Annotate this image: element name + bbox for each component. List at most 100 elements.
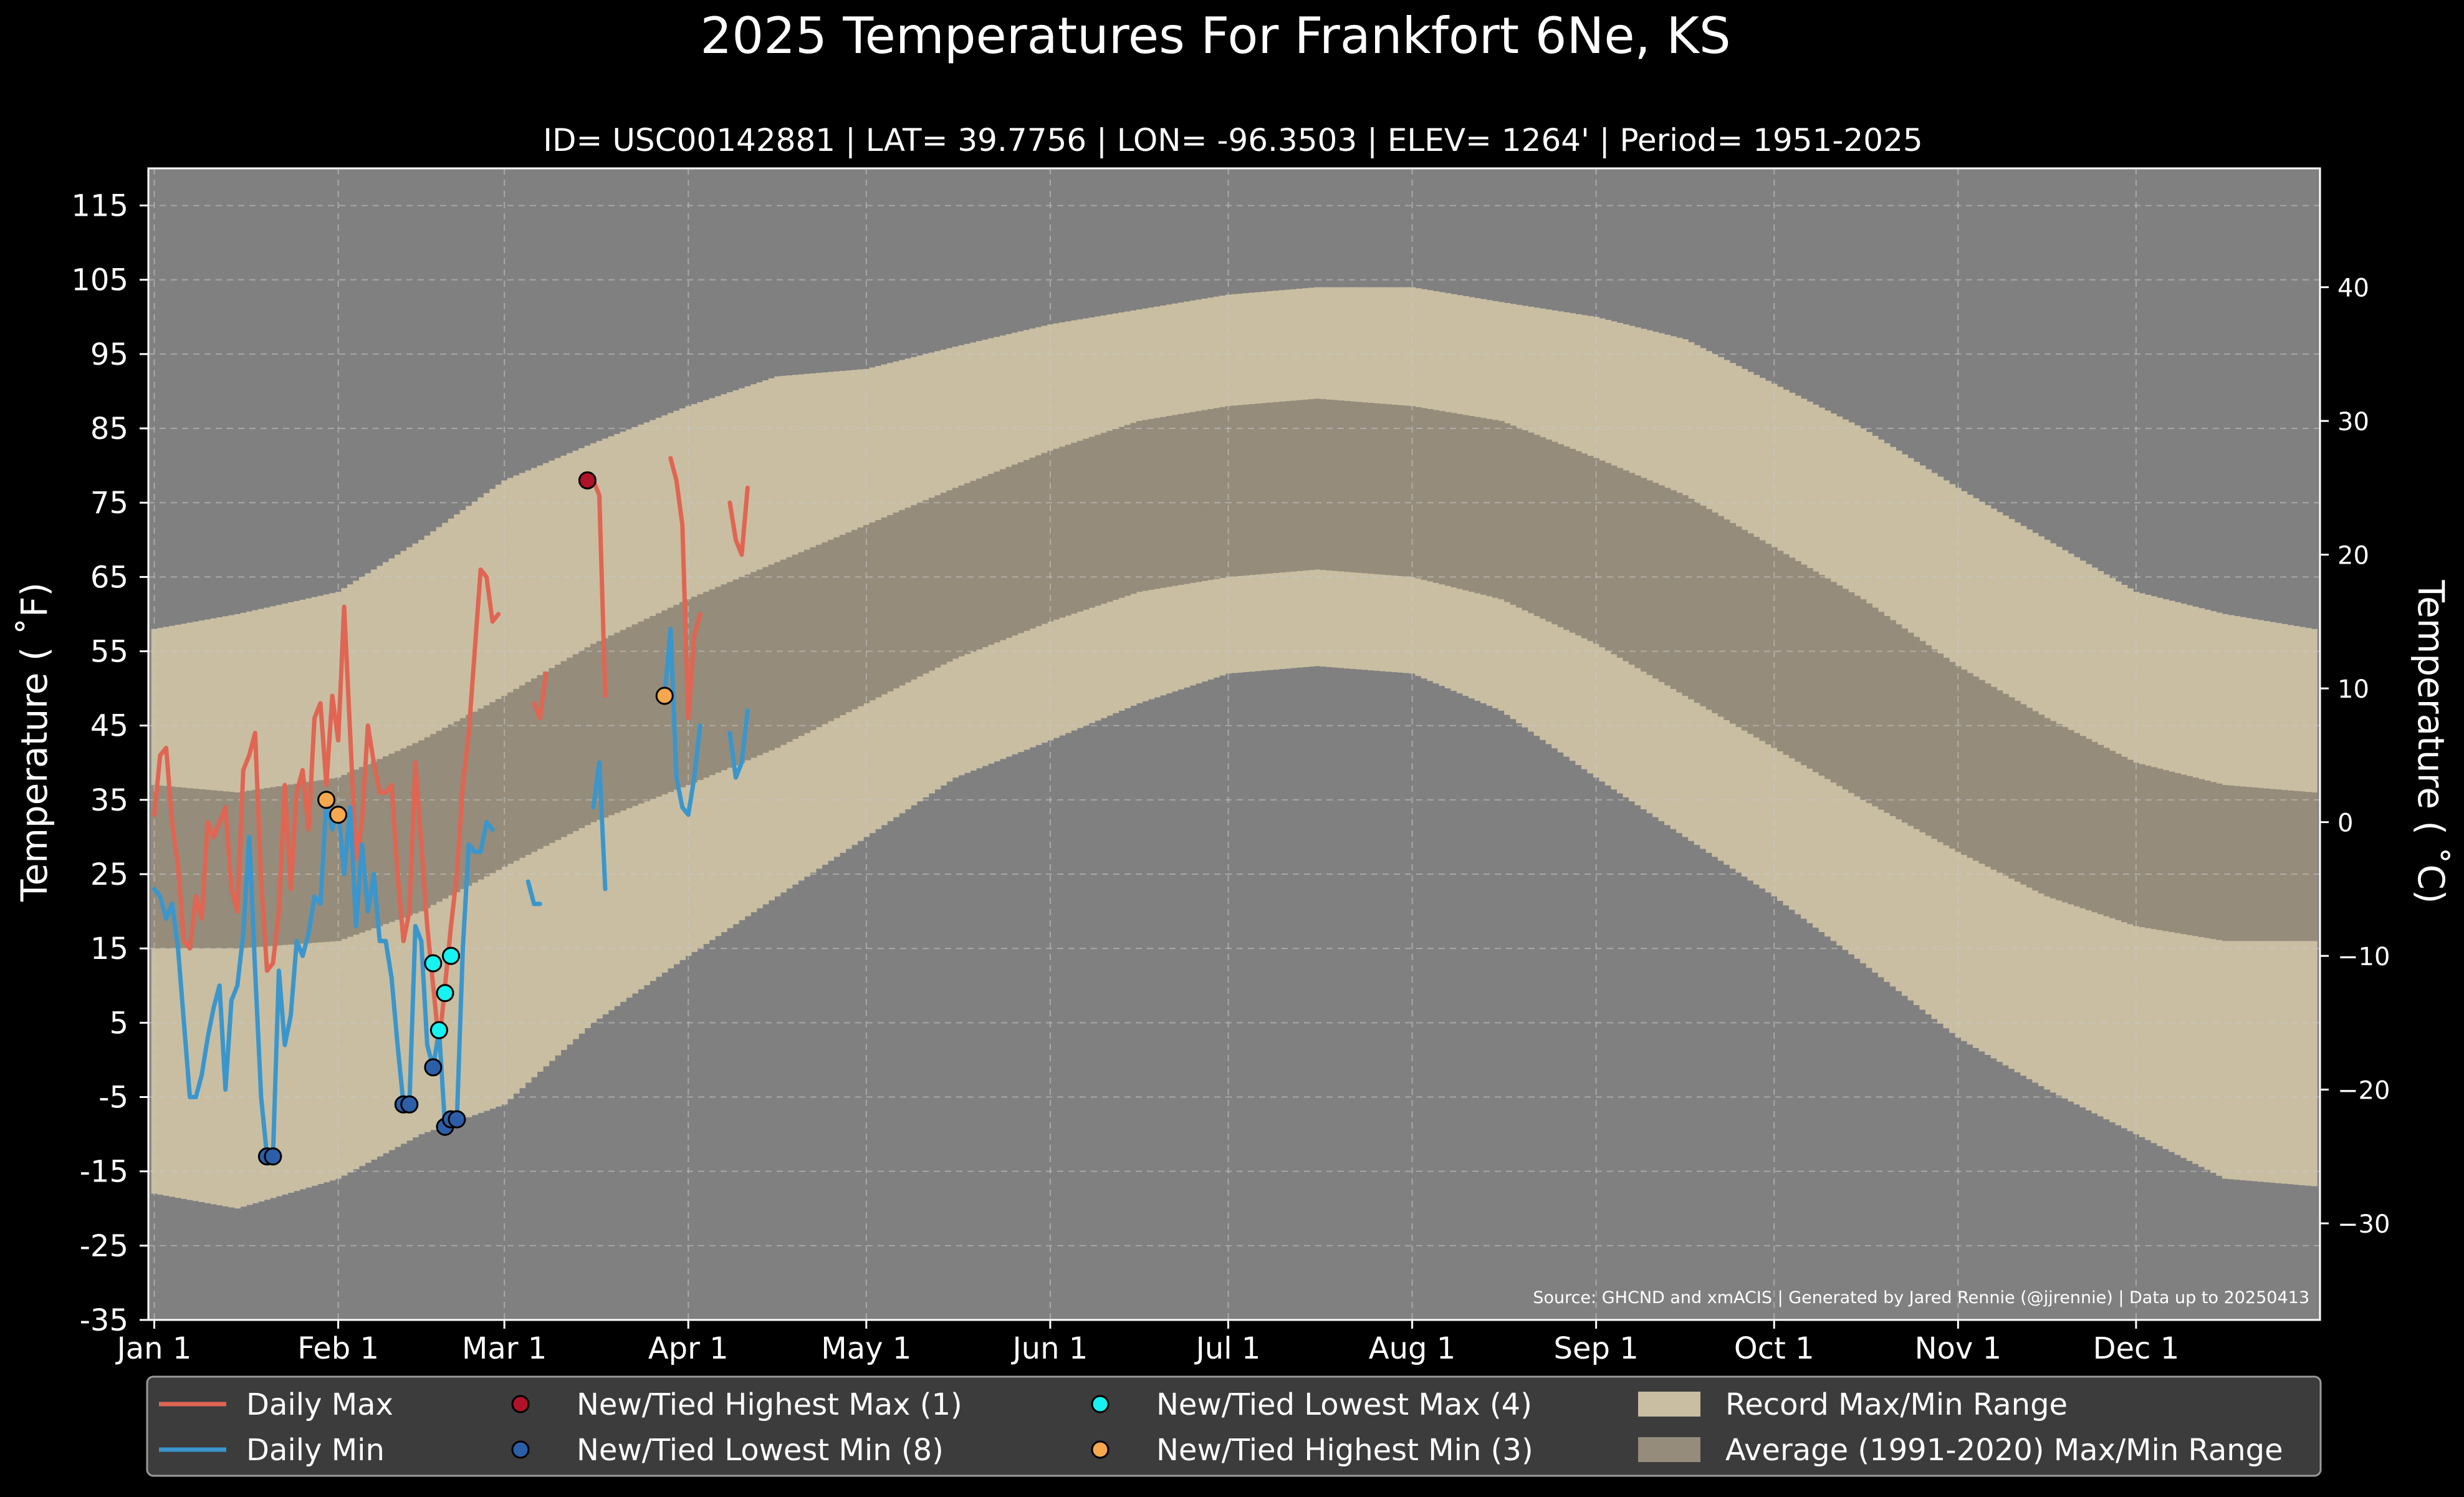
average-range-bar (1142, 420, 1149, 591)
average-range-bar (2222, 785, 2229, 941)
average-range-bar (964, 483, 971, 655)
average-range-bar (1385, 404, 1392, 575)
source-note: Source: GHCND and xmACIS | Generated by … (1533, 1288, 2309, 1307)
x-tick-label: Nov 1 (1915, 1331, 2001, 1366)
y-tick-label: 35 (90, 783, 128, 818)
average-range-bar (2275, 789, 2282, 941)
average-range-bar (1403, 405, 1410, 577)
average-range-bar (2061, 727, 2069, 903)
average-range-bar (1444, 412, 1452, 586)
average-range-bar (1557, 444, 1564, 627)
average-range-bar (1469, 416, 1475, 592)
average-range-bar (857, 527, 864, 706)
daily-min-line (591, 760, 608, 892)
lowest-min-record-point (400, 1095, 419, 1114)
x-tick-label: Oct 1 (1734, 1331, 1814, 1366)
average-range-bar (756, 569, 763, 756)
average-range-bar (2020, 704, 2027, 885)
average-range-bar (2103, 748, 2110, 917)
average-range-bar (1249, 404, 1255, 575)
average-range-bar (430, 734, 437, 905)
average-range-bar (1854, 595, 1861, 797)
average-range-bar (940, 493, 947, 665)
average-range-bar (1516, 428, 1523, 608)
average-range-bar (1889, 620, 1896, 816)
average-range-bar (1196, 411, 1202, 582)
x-tick-label: Mar 1 (462, 1331, 547, 1366)
average-range-bar (1409, 406, 1416, 577)
average-range-bar (923, 500, 929, 674)
average-range-bar (560, 661, 567, 837)
daily-min-series (152, 627, 750, 1159)
average-range-bar (555, 665, 562, 840)
average-range-bar (1925, 645, 1932, 836)
average-range-bar (1421, 408, 1427, 580)
average-range-bar (299, 782, 306, 944)
lowest-min-record-point (448, 1110, 466, 1129)
average-range-bar (999, 469, 1007, 640)
highest-max-record-markers (578, 471, 597, 489)
average-range-bar (252, 789, 259, 948)
average-range-bar (1231, 405, 1238, 577)
y-axis-label-celsius: Temperature ( ˚C) (2410, 579, 2452, 903)
x-tick-label: Dec 1 (2093, 1331, 2180, 1366)
average-range-bar (1955, 666, 1962, 852)
legend-label: New/Tied Lowest Min (8) (577, 1433, 944, 1468)
average-range-bar (1801, 564, 1808, 766)
average-range-bar (875, 520, 882, 698)
average-range-bar (1978, 680, 1985, 864)
legend-label: Average (1991-2020) Max/Min Range (1725, 1433, 2283, 1468)
average-range-bar (1664, 488, 1671, 686)
average-range-bar (1504, 423, 1511, 602)
average-range-bar (845, 532, 852, 713)
average-range-bar (466, 715, 472, 886)
average-range-bar (1510, 425, 1517, 605)
legend-swatch-dot (511, 1440, 530, 1459)
average-range-bar (1076, 440, 1083, 612)
legend-swatch-patch (1638, 1392, 1700, 1417)
average-range-bar (1813, 571, 1819, 773)
average-range-bar (471, 711, 478, 883)
average-range-bar (2056, 724, 2063, 901)
average-range-bar (2085, 739, 2092, 911)
average-range-bar (893, 513, 899, 689)
average-range-bar (1563, 446, 1570, 630)
average-range-bar (584, 647, 591, 826)
average-range-bar (1083, 438, 1090, 610)
y-tick-label: -25 (80, 1229, 128, 1264)
average-range-bar (2228, 785, 2235, 941)
average-range-bar (1106, 431, 1113, 602)
average-range-bar (543, 671, 550, 846)
average-range-bar (768, 564, 775, 751)
average-range-bar (1456, 414, 1464, 589)
average-range-bar (1937, 653, 1944, 842)
average-range-bar (1439, 411, 1445, 585)
average-range-bar (1575, 451, 1582, 636)
y-tick-label: 25 (90, 857, 128, 892)
y-tick-label: -15 (80, 1155, 128, 1190)
average-range-bar (436, 731, 443, 902)
average-range-bar (863, 524, 870, 703)
average-range-bar (1842, 589, 1849, 790)
average-range-bar (715, 587, 722, 773)
average-range-bar (2026, 708, 2033, 888)
y-tick-label: 115 (71, 189, 128, 224)
highest-min-record-point (317, 791, 336, 809)
average-range-bar (1118, 426, 1125, 598)
average-range-bar (1771, 547, 1778, 748)
average-range-bar (2073, 733, 2081, 907)
average-range-bar (1136, 421, 1143, 592)
average-range-bar (1278, 402, 1285, 573)
average-range-bar (1172, 415, 1179, 586)
y2-tick-label: −10 (2337, 943, 2390, 971)
x-tick-label: Apr 1 (648, 1331, 729, 1366)
average-range-bar (1047, 450, 1054, 622)
average-range-bar (1641, 478, 1647, 672)
average-range-bar (2287, 790, 2294, 941)
average-range-bar (2180, 774, 2187, 935)
average-range-bar (2068, 729, 2074, 905)
average-range-bar (1356, 402, 1363, 573)
average-range-bar (1623, 470, 1629, 662)
average-range-bar (1694, 502, 1700, 703)
